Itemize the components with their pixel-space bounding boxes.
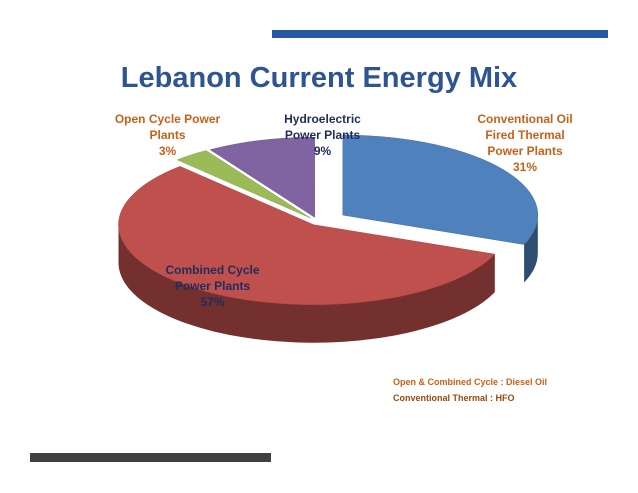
data-label: 3% (158, 144, 177, 158)
annotation: Open & Combined Cycle : Diesel Oil (393, 377, 548, 387)
pie-slice (118, 166, 496, 305)
pie-slice (176, 150, 311, 219)
bottom-bar (30, 453, 271, 462)
top-bar (272, 30, 608, 38)
annotation: Conventional Thermal : HFO (393, 393, 515, 403)
slice-label: Combined Cycle Power Plants 57% (150, 262, 275, 310)
chart-title: Lebanon Current Energy Mix (120, 62, 518, 94)
slice-label: Conventional Oil Fired Thermal Power Pla… (470, 111, 580, 175)
pie-slice (342, 134, 539, 245)
slice-name: Conventional Oil Fired Thermal Power Pla… (477, 112, 573, 158)
slice-name: Open Cycle Power Plants (114, 112, 221, 142)
pie-slice (209, 137, 315, 218)
data-label: 57% (200, 295, 225, 309)
slice-label: Open Cycle Power Plants 3% (110, 111, 225, 159)
data-label: 31% (512, 160, 538, 174)
slice-name: Combined Cycle Power Plants (165, 263, 260, 293)
slice-name: Hydroelectric Power Plants (284, 112, 361, 142)
slice-side (118, 224, 495, 343)
slice-side (524, 215, 538, 283)
slice-label: Hydroelectric Power Plants 9% (265, 111, 380, 159)
data-label: 9% (313, 144, 332, 158)
